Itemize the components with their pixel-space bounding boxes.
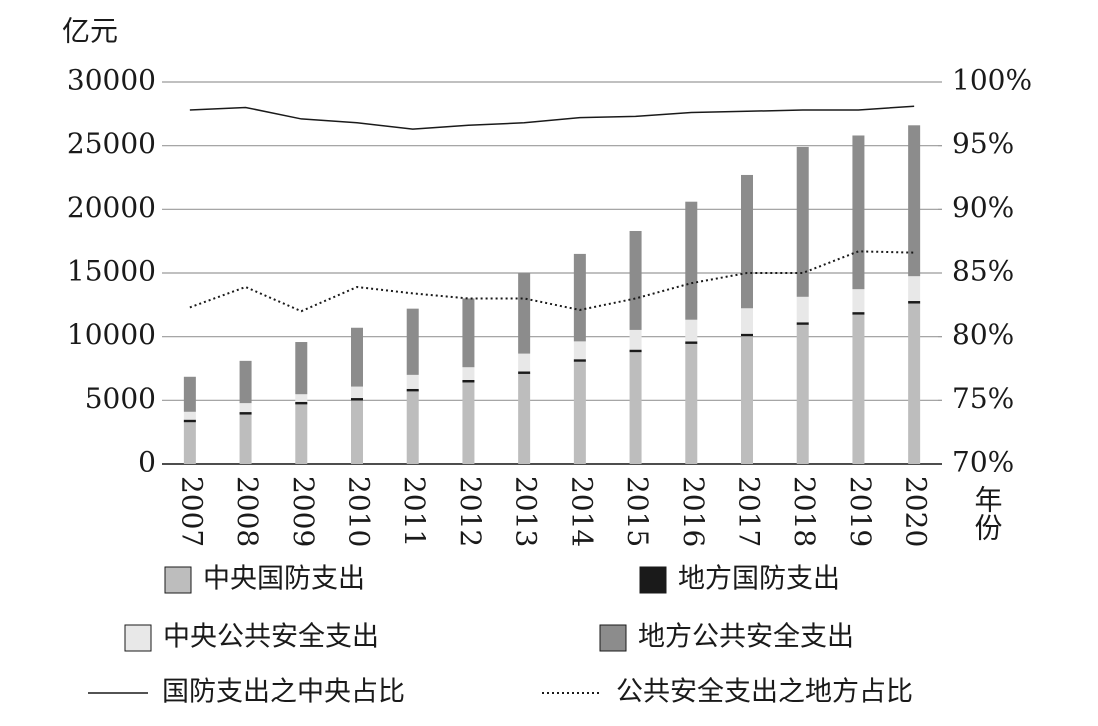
legend-label: 中央国防支出	[203, 564, 365, 595]
bar-segment	[295, 401, 308, 405]
bar-segment	[685, 201, 698, 320]
bar-segment	[908, 301, 921, 304]
bar-segment	[741, 335, 753, 464]
bar-segment	[295, 394, 308, 402]
bar-segment	[796, 146, 809, 297]
x-tick-label: 2016	[677, 476, 710, 547]
y2-tick-label: 90%	[952, 191, 1014, 224]
x-tick-label: 2009	[287, 476, 320, 547]
x-tick-label: 2020	[900, 476, 933, 547]
y2-tick-label: 75%	[952, 382, 1014, 415]
bar-segment	[629, 351, 642, 464]
bar-segment	[406, 308, 419, 375]
x-tick-label: 2019	[844, 476, 877, 547]
x-tick-label: 2011	[398, 476, 431, 547]
bar-segment	[239, 403, 252, 413]
bar-segment	[573, 253, 586, 342]
x-tick-label: 2017	[733, 476, 766, 547]
bar-segment	[183, 411, 196, 420]
bar-segment	[295, 342, 308, 395]
bar-segment	[183, 419, 196, 423]
bar-segment	[518, 353, 531, 372]
y2-tick-label: 70%	[952, 446, 1014, 479]
y-tick-label: 20000	[67, 191, 156, 224]
x-tick-label: 2014	[565, 476, 598, 547]
y-axis-label: 亿元	[62, 15, 118, 48]
bar-segment	[462, 298, 475, 368]
bar-segment	[183, 376, 196, 412]
legend-label: 地方国防支出	[678, 564, 840, 595]
y-tick-label: 25000	[67, 127, 156, 160]
bar-segment	[351, 399, 363, 464]
bar-segment	[908, 125, 921, 277]
bar-segment	[518, 371, 531, 374]
bar-segment	[518, 273, 531, 354]
legend-swatch	[164, 566, 192, 594]
bar-segment	[741, 308, 753, 334]
y-tick-label: 30000	[67, 64, 156, 97]
legend-swatch	[639, 566, 667, 594]
bar-segment	[796, 323, 809, 464]
legend-swatch	[124, 624, 152, 652]
bar-segment	[462, 367, 475, 380]
bar-segment	[518, 372, 531, 464]
x-tick-label: 2007	[175, 476, 208, 547]
bar-segment	[685, 343, 698, 464]
x-tick-label: 2015	[621, 476, 654, 547]
bar-segment	[908, 276, 921, 302]
bar-segment	[629, 349, 642, 353]
bar-segment	[406, 388, 419, 392]
bar-segment	[908, 302, 921, 464]
y2-tick-label: 80%	[952, 318, 1014, 351]
legend-label: 国防支出之中央占比	[162, 677, 405, 708]
line-series	[189, 105, 915, 130]
bar-segment	[741, 333, 753, 337]
x-tick-label: 2010	[343, 476, 376, 547]
x-tick-label: 2018	[788, 476, 821, 547]
y-tick-label: 15000	[67, 255, 156, 288]
bar-segment	[629, 329, 642, 350]
y2-tick-label: 100%	[952, 64, 1032, 97]
y2-tick-label: 85%	[952, 255, 1014, 288]
bar-segment	[351, 398, 363, 401]
bar-segment	[796, 296, 809, 323]
bar-segment	[239, 413, 252, 464]
bar-segment	[351, 386, 363, 399]
legend-label: 中央公共安全支出	[163, 622, 379, 653]
x-tick-label: 2012	[454, 476, 487, 547]
bar-segment	[406, 374, 419, 389]
bar-segment	[573, 341, 586, 360]
x-axis-label: 年份	[971, 485, 1004, 541]
y-tick-label: 10000	[67, 318, 156, 351]
bar-segment	[852, 289, 865, 313]
bar-segment	[852, 313, 865, 464]
bar-segment	[462, 381, 475, 464]
bar-segment	[295, 402, 308, 464]
bar-segment	[239, 360, 252, 404]
legend-label: 地方公共安全支出	[638, 622, 854, 653]
legend-swatch	[599, 624, 627, 652]
line-series	[189, 250, 915, 313]
y-tick-label: 5000	[85, 382, 156, 415]
bar-segment	[183, 420, 196, 464]
bar-segment	[573, 359, 586, 362]
x-tick-label: 2008	[231, 476, 264, 547]
y-tick-label: 0	[138, 446, 156, 479]
bar-segment	[629, 230, 642, 330]
bar-segment	[741, 174, 753, 309]
bar-segment	[239, 412, 252, 415]
bar-segment	[406, 390, 419, 464]
bar-segment	[852, 312, 865, 315]
bar-segment	[351, 327, 363, 387]
bar-segment	[685, 341, 698, 344]
x-tick-label: 2013	[510, 476, 543, 547]
bar-segment	[796, 322, 809, 325]
bar-segment	[852, 135, 865, 290]
bar-segment	[462, 379, 475, 383]
bar-segment	[573, 360, 586, 464]
bar-segment	[685, 319, 698, 342]
legend-label: 公共安全支出之地方占比	[616, 677, 913, 708]
y2-tick-label: 95%	[952, 127, 1014, 160]
